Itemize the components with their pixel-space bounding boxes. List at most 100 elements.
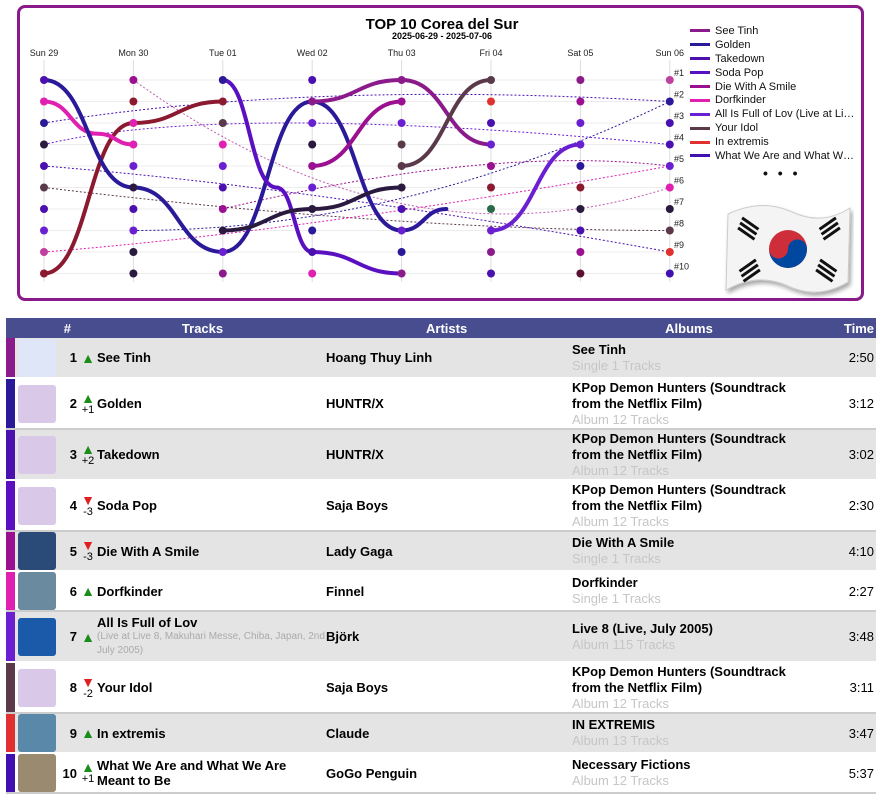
- legend-item[interactable]: Die With A Smile: [690, 80, 860, 94]
- table-row[interactable]: 6 ▲ Dorfkinder Finnel Dorfkinder Single 1…: [6, 571, 877, 612]
- rank-color-bar: [6, 713, 15, 754]
- track-cell: Your Idol: [97, 662, 327, 714]
- album-name[interactable]: KPop Demon Hunters (Soundtrack from the …: [572, 379, 786, 411]
- trend-cell: ▲ +1: [79, 753, 97, 794]
- album-name[interactable]: Necessary Fictions: [572, 757, 691, 772]
- album-cover-image[interactable]: [18, 714, 56, 752]
- track-duration: 3:12: [806, 378, 877, 430]
- table-row[interactable]: 5 ▼ -3 Die With A Smile Lady Gaga Die Wit…: [6, 531, 877, 572]
- track-title[interactable]: All Is Full of Lov: [97, 615, 198, 630]
- artist-name[interactable]: HUNTR/X: [326, 378, 573, 430]
- legend-swatch: [690, 29, 710, 33]
- album-name[interactable]: IN EXTREMIS: [572, 717, 656, 732]
- track-subtitle: (Live at Live 8, Makuhari Messe, Chiba, …: [97, 631, 325, 656]
- album-name[interactable]: See Tinh: [572, 341, 626, 357]
- album-cover-image[interactable]: [18, 572, 56, 610]
- artist-name[interactable]: Finnel: [326, 571, 573, 612]
- rank-label: #1: [674, 68, 684, 78]
- connector-line: [43, 165, 670, 253]
- rank-point: [487, 162, 495, 170]
- header-tracks[interactable]: Tracks: [79, 318, 327, 338]
- artist-name[interactable]: Saja Boys: [326, 480, 573, 532]
- header-num[interactable]: #: [6, 318, 79, 338]
- trend-up-icon: ▲: [81, 628, 95, 645]
- rank-color-bar: [6, 611, 15, 663]
- artist-name[interactable]: HUNTR/X: [326, 429, 573, 481]
- album-name[interactable]: Dorfkinder: [572, 575, 638, 590]
- table-row[interactable]: 2 ▲ +1 Golden HUNTR/X KPop Demon Hunters …: [6, 378, 877, 430]
- artist-name[interactable]: Saja Boys: [326, 662, 573, 714]
- trend-down-icon: ▼: [81, 673, 95, 690]
- chart-subtitle: 2025-06-29 - 2025-07-06: [392, 31, 492, 41]
- day-label: Sun 06: [656, 48, 685, 58]
- legend-item[interactable]: All Is Full of Lov (Live at Live 8, Maku…: [690, 107, 860, 121]
- artist-name[interactable]: GoGo Penguin: [326, 753, 573, 794]
- series-line: [399, 78, 493, 168]
- trend-cell: ▼ -3: [79, 531, 97, 572]
- legend-label: In extremis: [715, 136, 769, 149]
- rank-point: [487, 183, 495, 192]
- rank-point: [397, 119, 406, 127]
- table-row[interactable]: 4 ▼ -3 Soda Pop Saja Boys KPop Demon Hunt…: [6, 480, 877, 532]
- legend-item[interactable]: See Tinh: [690, 24, 860, 38]
- album-name[interactable]: KPop Demon Hunters (Soundtrack from the …: [572, 430, 786, 462]
- legend-item[interactable]: Golden: [690, 38, 860, 52]
- legend-item[interactable]: What We Are and What We Are Meant to Be: [690, 149, 860, 163]
- rank-point: [40, 97, 48, 106]
- trend-up-icon: ▲: [81, 389, 95, 406]
- album-name[interactable]: KPop Demon Hunters (Soundtrack from the …: [572, 663, 786, 695]
- album-cover-image[interactable]: [18, 338, 56, 377]
- table-row[interactable]: 1 ▲ See Tinh Hoang Thuy Linh See Tinh Sin…: [6, 338, 877, 379]
- track-cell: Dorfkinder: [97, 571, 327, 612]
- header-albums[interactable]: Albums: [572, 318, 807, 338]
- table-row[interactable]: 3 ▲ +2 Takedown HUNTR/X KPop Demon Hunter…: [6, 429, 877, 481]
- rank-number: 4: [59, 480, 79, 532]
- track-title[interactable]: Golden: [97, 396, 142, 411]
- legend-more[interactable]: • • •: [763, 165, 801, 181]
- table-row[interactable]: 7 ▲ All Is Full of Lov (Live at Live 8, M…: [6, 611, 877, 663]
- track-title[interactable]: Die With A Smile: [97, 543, 200, 559]
- album-cover-image[interactable]: [18, 532, 56, 570]
- album-cover-image[interactable]: [18, 668, 56, 707]
- album-cover-image[interactable]: [18, 435, 56, 474]
- rank-point: [308, 76, 317, 84]
- trend-cell: ▲: [79, 571, 97, 612]
- rank-point: [40, 183, 48, 192]
- legend-item[interactable]: Dorfkinder: [690, 93, 860, 107]
- track-title[interactable]: Dorfkinder: [97, 583, 163, 599]
- legend-item[interactable]: Soda Pop: [690, 66, 860, 80]
- legend-label: What We Are and What We Are Meant to Be: [715, 149, 855, 162]
- album-cover-image[interactable]: [18, 486, 56, 525]
- trend-cell: ▲: [79, 338, 97, 379]
- legend-item[interactable]: Takedown: [690, 52, 860, 66]
- artist-name[interactable]: Claude: [326, 713, 573, 754]
- table-row[interactable]: 10 ▲ +1 What We Are and What We Are Meant…: [6, 753, 877, 794]
- track-duration: 3:11: [806, 662, 877, 714]
- album-cover-image[interactable]: [18, 754, 56, 792]
- track-title[interactable]: Your Idol: [97, 680, 153, 695]
- legend-item[interactable]: Your Idol: [690, 121, 860, 135]
- album-name[interactable]: Live 8 (Live, July 2005): [572, 620, 713, 636]
- rank-point: [40, 140, 48, 149]
- track-title[interactable]: Takedown: [97, 447, 160, 462]
- album-name[interactable]: Die With A Smile: [572, 535, 675, 550]
- album-cover-image[interactable]: [18, 617, 56, 656]
- rank-point: [40, 205, 48, 213]
- legend-swatch: [690, 154, 710, 158]
- track-title[interactable]: What We Are and What We Are Meant to Be: [97, 758, 287, 788]
- rank-point: [218, 97, 227, 106]
- rank-point: [576, 183, 585, 192]
- header-time[interactable]: Time: [806, 318, 877, 338]
- table-row[interactable]: 9 ▲ In extremis Claude IN EXTREMIS Album …: [6, 713, 877, 754]
- artist-name[interactable]: Lady Gaga: [326, 531, 573, 572]
- album-name[interactable]: KPop Demon Hunters (Soundtrack from the …: [572, 481, 786, 513]
- track-title[interactable]: Soda Pop: [97, 498, 157, 513]
- artist-name[interactable]: Hoang Thuy Linh: [326, 338, 573, 379]
- table-row[interactable]: 8 ▼ -2 Your Idol Saja Boys KPop Demon Hun…: [6, 662, 877, 714]
- album-cover-image[interactable]: [18, 384, 56, 423]
- track-title[interactable]: In extremis: [97, 725, 166, 741]
- track-title[interactable]: See Tinh: [97, 350, 151, 365]
- header-artists[interactable]: Artists: [326, 318, 573, 338]
- legend-item[interactable]: In extremis: [690, 135, 860, 149]
- artist-name[interactable]: Björk: [326, 611, 573, 663]
